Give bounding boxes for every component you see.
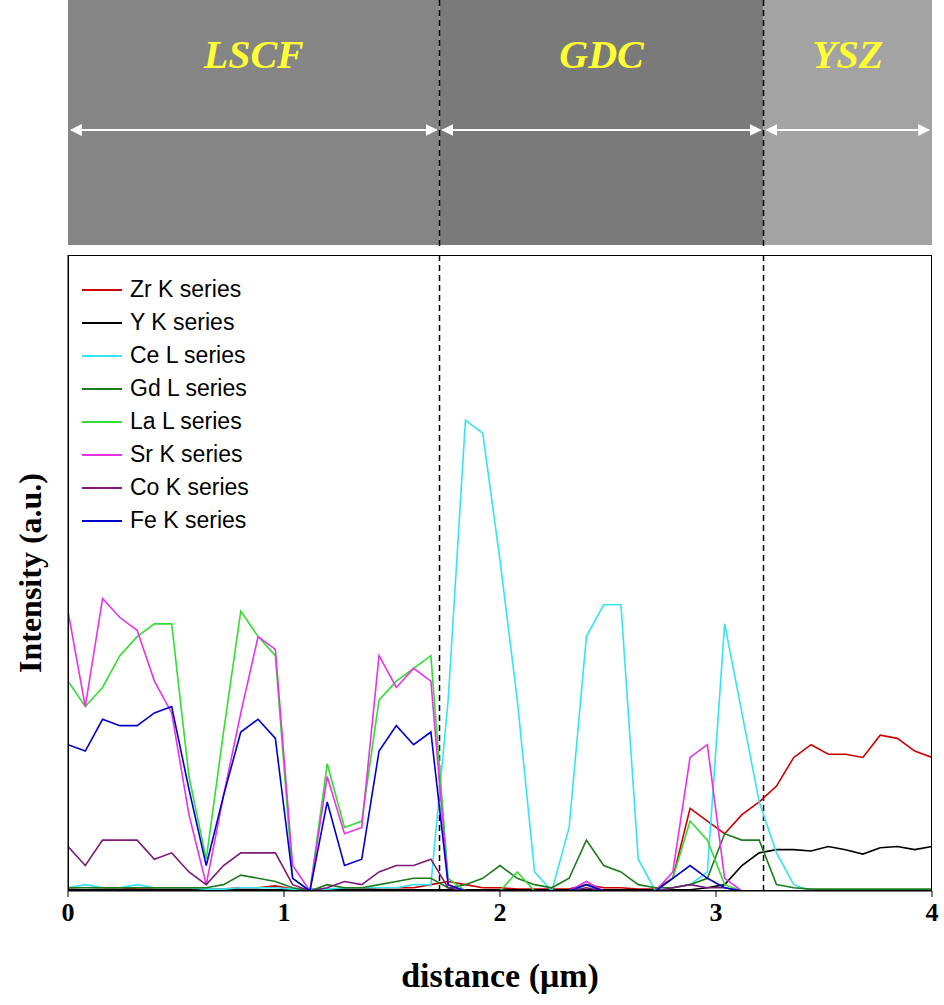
html-text:Co K series: Co K series: [130, 474, 249, 500]
svg-text:distance (μm): distance (μm): [401, 957, 599, 995]
html-text:Zr K series: Zr K series: [130, 276, 242, 302]
html-text:La L series: La L series: [130, 408, 242, 434]
svg-text:LSCF: LSCF: [203, 32, 304, 77]
svg-text:2: 2: [494, 898, 507, 927]
html-text:Gd L series: Gd L series: [130, 375, 247, 401]
svg-text:0: 0: [62, 898, 75, 927]
svg-text:3: 3: [710, 898, 723, 927]
svg-text:YSZ: YSZ: [812, 32, 883, 77]
svg-text:Intensity (a.u.): Intensity (a.u.): [12, 473, 48, 673]
svg-text:4: 4: [926, 898, 939, 927]
html-text:Fe K series: Fe K series: [130, 507, 247, 533]
html-text:Y K series: Y K series: [130, 309, 235, 335]
svg-text:GDC: GDC: [559, 32, 645, 77]
html-text:Ce L series: Ce L series: [130, 342, 246, 368]
html-text:Sr K series: Sr K series: [130, 441, 243, 467]
svg-text:1: 1: [278, 898, 291, 927]
